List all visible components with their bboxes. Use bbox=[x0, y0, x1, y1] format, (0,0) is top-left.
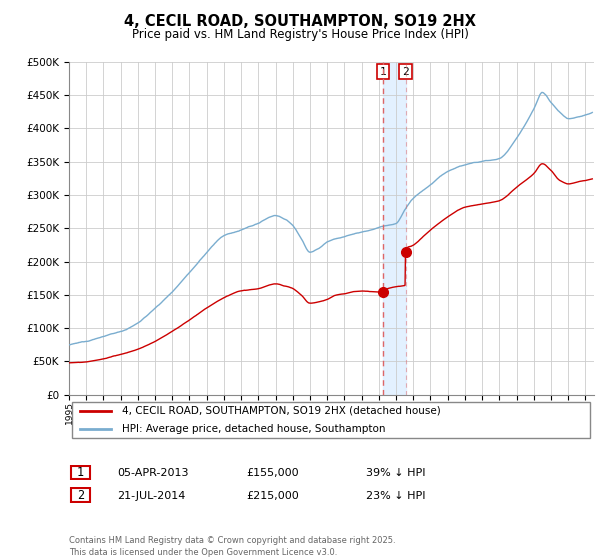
FancyBboxPatch shape bbox=[71, 402, 590, 438]
Text: £215,000: £215,000 bbox=[246, 491, 299, 501]
FancyBboxPatch shape bbox=[71, 466, 90, 479]
Bar bbox=[383, 62, 406, 395]
Text: 2: 2 bbox=[402, 67, 409, 77]
Text: Price paid vs. HM Land Registry's House Price Index (HPI): Price paid vs. HM Land Registry's House … bbox=[131, 28, 469, 41]
Text: 4, CECIL ROAD, SOUTHAMPTON, SO19 2HX (detached house): 4, CECIL ROAD, SOUTHAMPTON, SO19 2HX (de… bbox=[121, 406, 440, 416]
Text: HPI: Average price, detached house, Southampton: HPI: Average price, detached house, Sout… bbox=[121, 424, 385, 434]
Text: 23% ↓ HPI: 23% ↓ HPI bbox=[366, 491, 425, 501]
Text: Contains HM Land Registry data © Crown copyright and database right 2025.
This d: Contains HM Land Registry data © Crown c… bbox=[69, 536, 395, 557]
Text: 1: 1 bbox=[77, 466, 84, 479]
FancyBboxPatch shape bbox=[71, 488, 90, 502]
Text: 39% ↓ HPI: 39% ↓ HPI bbox=[366, 468, 425, 478]
Text: £155,000: £155,000 bbox=[246, 468, 299, 478]
Text: 1: 1 bbox=[380, 67, 386, 77]
Text: 4, CECIL ROAD, SOUTHAMPTON, SO19 2HX: 4, CECIL ROAD, SOUTHAMPTON, SO19 2HX bbox=[124, 14, 476, 29]
Text: 05-APR-2013: 05-APR-2013 bbox=[117, 468, 188, 478]
Text: 21-JUL-2014: 21-JUL-2014 bbox=[117, 491, 185, 501]
Text: 2: 2 bbox=[77, 488, 84, 502]
